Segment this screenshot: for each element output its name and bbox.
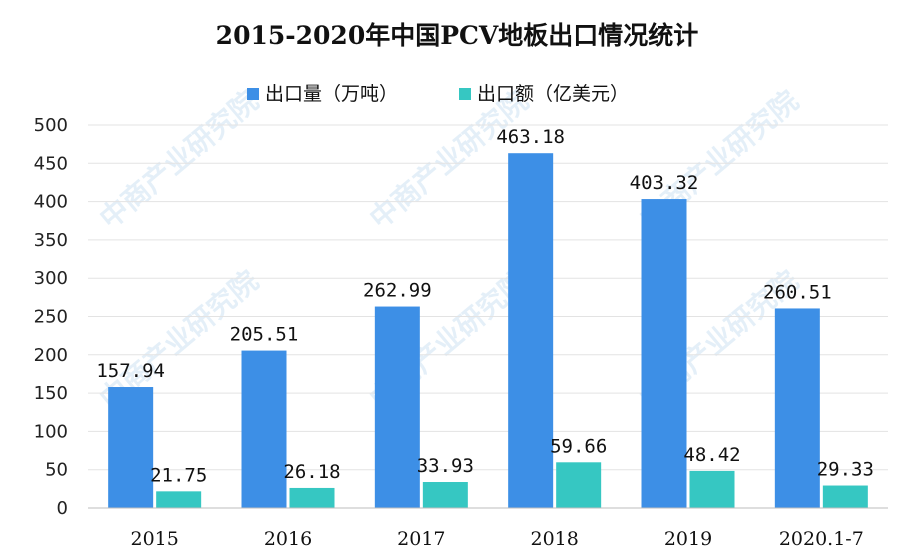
y-tick-label: 0: [57, 498, 68, 519]
chart-title: 2015-2020年中国PCV地板出口情况统计: [216, 21, 699, 50]
legend-swatch-value: [459, 88, 471, 100]
bar-volume: [241, 350, 287, 508]
data-labels: 157.94 21.75 205.51 26.18 262.99 33.93 463.18 5…: [96, 126, 874, 486]
legend-swatch-volume: [247, 88, 259, 100]
data-label-volume: 463.18: [496, 126, 565, 148]
data-label-volume: 403.32: [630, 172, 699, 194]
bar-value: [289, 487, 335, 508]
y-tick-label: 400: [34, 192, 68, 213]
bar-volume: [774, 308, 820, 508]
bars: [108, 153, 868, 509]
y-tick-label: 350: [34, 230, 68, 251]
legend-label-volume: 出口量（万吨）: [265, 83, 398, 105]
bar-value: [422, 482, 468, 508]
legend-label-value: 出口额（亿美元）: [477, 83, 629, 105]
bar-volume: [641, 199, 687, 508]
x-tick-label: 2017: [397, 528, 445, 550]
y-axis-ticks: 0 50 100 150 200 250 300 350 400 450 500: [34, 115, 68, 519]
data-label-value: 59.66: [550, 435, 607, 457]
x-tick-label: 2016: [264, 528, 312, 550]
y-tick-label: 250: [34, 307, 68, 328]
bar-value: [822, 485, 868, 508]
bar-volume: [508, 153, 554, 509]
bar-volume: [108, 387, 154, 508]
y-tick-label: 150: [34, 383, 68, 404]
bar-volume: [374, 306, 420, 508]
y-tick-label: 300: [34, 268, 68, 289]
data-label-value: 21.75: [150, 464, 207, 486]
x-tick-label: 2018: [530, 528, 578, 550]
y-tick-label: 100: [34, 421, 68, 442]
data-label-value: 33.93: [417, 455, 474, 477]
legend: 出口量（万吨） 出口额（亿美元）: [247, 83, 629, 105]
bar-value: [689, 470, 735, 508]
y-tick-label: 50: [45, 460, 68, 481]
bar-value: [156, 491, 202, 508]
y-tick-label: 200: [34, 345, 68, 366]
data-label-volume: 205.51: [230, 324, 299, 346]
y-tick-label: 450: [34, 153, 68, 174]
watermark-text: 中商产业研究院: [93, 84, 264, 235]
x-tick-label: 2015: [130, 528, 178, 550]
data-label-value: 26.18: [283, 461, 340, 483]
gridlines: [88, 124, 888, 471]
x-tick-label: 2020.1-7: [779, 528, 864, 550]
data-label-volume: 260.51: [763, 281, 832, 303]
data-label-volume: 157.94: [96, 360, 165, 382]
x-tick-label: 2019: [664, 528, 712, 550]
data-label-value: 48.42: [683, 444, 740, 466]
bar-value: [556, 462, 602, 508]
data-label-volume: 262.99: [363, 280, 432, 302]
x-axis-ticks: 2015 2016 2017 2018 2019 2020.1-7: [130, 528, 863, 550]
y-tick-label: 500: [34, 115, 68, 136]
data-label-value: 29.33: [817, 459, 874, 481]
